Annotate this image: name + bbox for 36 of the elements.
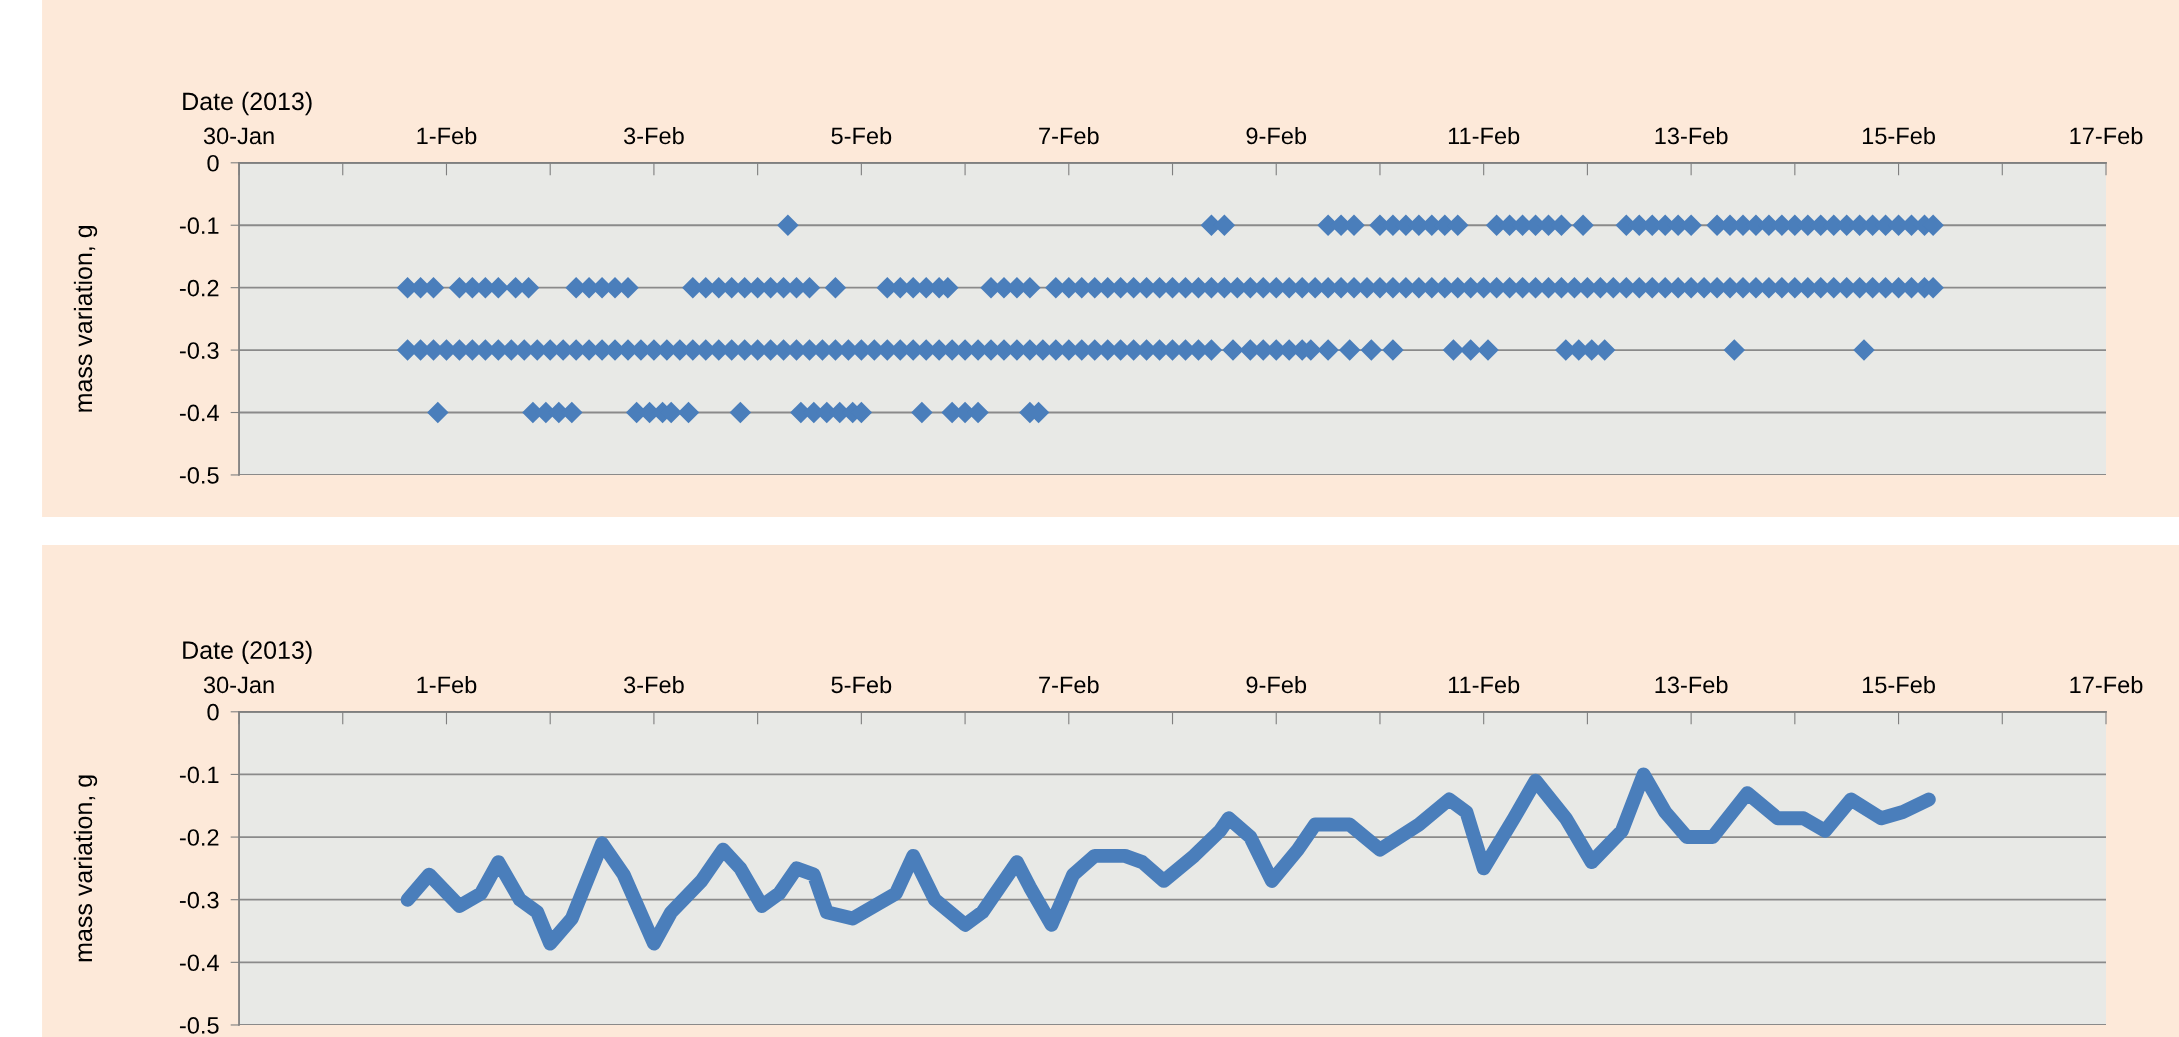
x-tick-label: 17-Feb [2070, 675, 2143, 694]
x-tick-label: 13-Feb [1655, 675, 1728, 694]
y-tick-label: -0.1 [179, 766, 219, 784]
x-axis-title: Date (2013) [183, 640, 312, 664]
x-tick-label: 3-Feb [623, 675, 684, 694]
y-tick-label: -0.5 [179, 1017, 219, 1034]
x-tick-label: 3-Feb [623, 126, 684, 145]
x-tick-label: 7-Feb [1039, 675, 1099, 694]
y-tick-label: -0.2 [179, 829, 219, 846]
y-tick-label: -0.4 [179, 404, 219, 422]
x-tick-label: 17-Feb [2070, 126, 2143, 145]
x-tick-label: 7-Feb [1039, 126, 1099, 145]
y-tick-label: -0.2 [179, 279, 219, 297]
y-tick-label: -0.3 [179, 342, 219, 359]
x-tick-label: 5-Feb [831, 675, 892, 694]
x-tick-label: 9-Feb [1246, 126, 1307, 145]
x-tick-label: 1-Feb [417, 675, 477, 694]
y-tick-label: 0 [207, 703, 219, 721]
y-tick-label: -0.3 [179, 891, 219, 909]
y-tick-label: -0.1 [179, 217, 219, 235]
x-tick-label: 30-Jan [203, 676, 274, 694]
y-axis-title: mass variation, g [73, 775, 98, 962]
x-tick-label: 5-Feb [831, 126, 892, 145]
x-tick-label: 1-Feb [417, 126, 477, 145]
x-axis-title: Date (2013) [183, 91, 312, 116]
y-axis-title: mass variation, g [73, 226, 98, 412]
x-tick-label: 11-Feb [1448, 675, 1520, 694]
y-tick-label: 0 [207, 154, 219, 172]
y-tick-label: -0.4 [179, 954, 219, 972]
x-tick-label: 30-Jan [203, 127, 274, 145]
y-tick-label: -0.5 [179, 467, 219, 484]
x-tick-label: 13-Feb [1655, 126, 1728, 145]
x-tick-label: 15-Feb [1862, 675, 1935, 694]
x-tick-label: 11-Feb [1448, 126, 1520, 145]
x-tick-label: 15-Feb [1862, 126, 1935, 145]
x-tick-label: 9-Feb [1246, 675, 1307, 694]
